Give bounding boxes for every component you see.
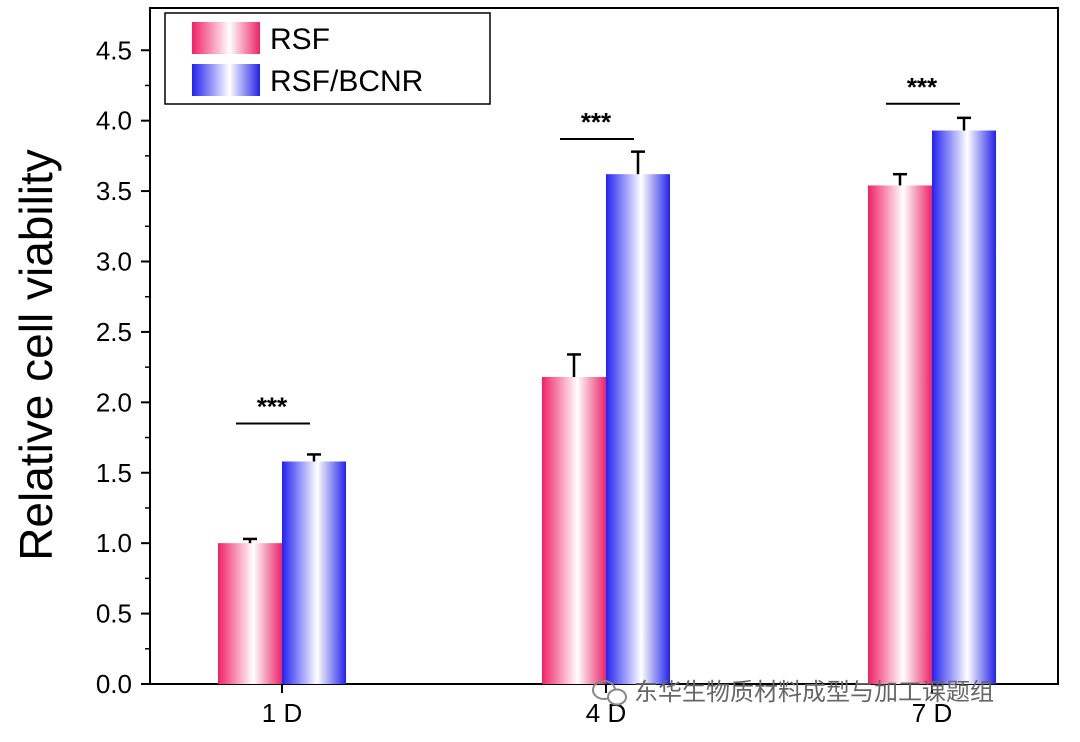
significance-label: *** xyxy=(907,72,938,102)
bar-rsf-4d xyxy=(542,376,606,684)
legend: RSF RSF/BCNR xyxy=(164,12,491,105)
y-tick-label: 1.0 xyxy=(96,528,132,558)
wechat-icon xyxy=(592,680,627,706)
y-tick-label: 3.5 xyxy=(96,176,132,206)
legend-swatch-rsf-bcnr xyxy=(192,64,260,96)
significance-label: *** xyxy=(257,391,288,421)
y-tick-label: 2.0 xyxy=(96,387,132,417)
bar-rsf-bcnr-4d xyxy=(606,174,670,684)
legend-label-rsf: RSF xyxy=(270,23,330,56)
y-tick-label: 4.0 xyxy=(96,106,132,136)
y-tick-label: 0.0 xyxy=(96,669,132,699)
bar-rsf-1d xyxy=(218,543,282,684)
bar-rsf-7d xyxy=(868,185,932,684)
x-tick-label: 1 D xyxy=(262,698,302,728)
y-tick-label: 2.5 xyxy=(96,317,132,347)
y-tick-label: 3.0 xyxy=(96,247,132,277)
bar-rsf-bcnr-7d xyxy=(932,130,996,684)
significance-label: *** xyxy=(581,107,612,137)
watermark-text: 东华生物质材料成型与加工课题组 xyxy=(634,678,994,706)
legend-swatch-rsf xyxy=(192,22,260,54)
x-tick-label: 7 D xyxy=(912,698,952,728)
legend-label-rsf-bcnr: RSF/BCNR xyxy=(270,65,423,98)
y-tick-label: 4.5 xyxy=(96,35,132,65)
watermark: 东华生物质材料成型与加工课题组 xyxy=(592,678,994,706)
bar-rsf-bcnr-1d xyxy=(282,461,346,684)
y-tick-label: 1.5 xyxy=(96,458,132,488)
y-tick-label: 0.5 xyxy=(96,599,132,629)
y-axis-title: Relative cell viability xyxy=(10,149,62,561)
